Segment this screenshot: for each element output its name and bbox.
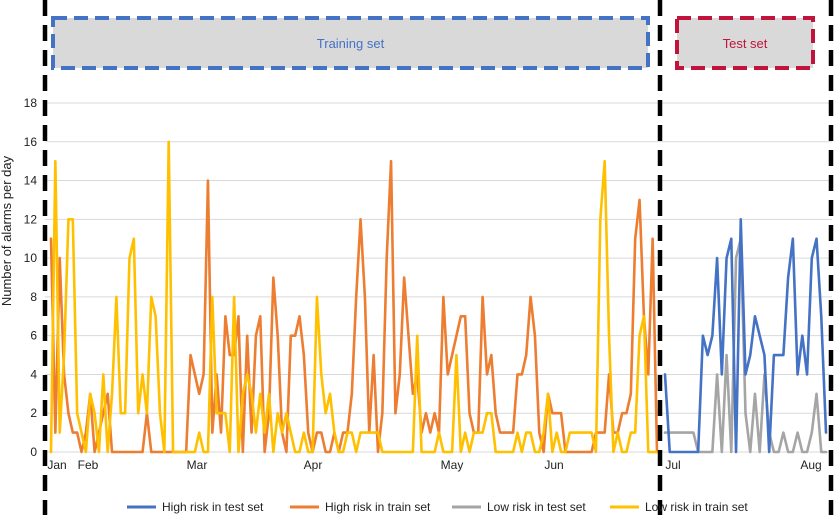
y-tick-label: 16 [24,135,38,149]
x-month-labels: Jan Feb Mar Apr May Jun Jul Aug [47,458,821,472]
y-tick-label: 8 [30,290,37,304]
period-dividers [42,0,834,515]
set-box [51,16,650,70]
y-tick-label: 4 [30,367,37,381]
legend-label: Low risk in test set [487,500,586,514]
y-tick-label: 2 [30,406,37,420]
set-boxes: Training set Test set [51,16,815,70]
x-tick-label: May [441,458,464,472]
series-lines [49,140,828,454]
gridlines [45,102,832,453]
x-tick-label: Aug [800,458,821,472]
series-line [49,159,659,454]
series-line [663,237,828,454]
set-box [675,16,815,70]
x-tick-label: Jun [544,458,563,472]
y-tick-label: 0 [30,445,37,459]
set-label: Training set [317,36,385,51]
y-tick-label: 18 [24,96,38,110]
x-tick-label: Jul [665,458,680,472]
y-axis-title: Number of alarms per day [0,155,14,306]
legend-label: High risk in test set [162,500,264,514]
x-tick-label: Mar [187,458,208,472]
y-tick-label: 12 [24,212,38,226]
y-tick-labels: 0 2 4 6 8 10 12 14 16 18 [24,96,38,459]
series-line [663,218,828,454]
x-tick-label: Apr [304,458,323,472]
y-tick-label: 10 [24,251,38,265]
series-line [49,140,659,454]
legend-label: High risk in train set [325,500,431,514]
legend: High risk in test set High risk in train … [127,500,748,514]
y-tick-label: 6 [30,329,37,343]
set-label: Test set [723,36,768,51]
legend-label: Low risk in train set [645,500,748,514]
x-tick-label: Feb [78,458,99,472]
x-tick-label: Jan [47,458,66,472]
y-tick-label: 14 [24,174,38,188]
